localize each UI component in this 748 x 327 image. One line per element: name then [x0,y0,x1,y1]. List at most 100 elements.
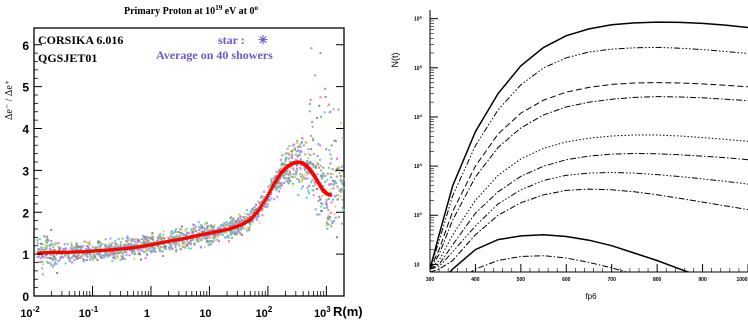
scatter-point [51,265,54,268]
scatter-point [332,179,335,182]
left-average-series [37,160,332,255]
scatter-point [175,227,178,230]
scatter-point [261,199,264,202]
scatter-point [119,243,122,246]
scatter-point [151,245,154,248]
scatter-point [274,186,277,189]
scatter-point [333,182,336,185]
scatter-point [75,248,78,251]
scatter-point [225,220,228,223]
average-point [97,249,101,253]
scatter-point [173,242,176,245]
scatter-point [310,162,313,165]
scatter-point [36,242,39,245]
scatter-point [180,232,183,235]
scatter-point [325,199,328,202]
scatter-point [264,202,267,205]
scatter-point [324,174,327,177]
right-y-tick-label: 106 [414,15,423,23]
scatter-point [317,143,320,146]
scatter-point [109,244,112,247]
scatter-point [340,190,343,193]
scatter-point [67,255,70,258]
scatter-point [201,230,204,233]
scatter-point [242,216,245,219]
scatter-point [277,180,280,183]
scatter-point [303,167,306,170]
scatter-point [280,175,283,178]
scatter-point [172,236,175,239]
scatter-point [137,251,140,254]
right-curve [449,234,691,272]
scatter-point [149,237,152,240]
scatter-point [216,238,219,241]
scatter-point [306,186,309,189]
scatter-point [312,139,315,142]
average-point [261,201,265,205]
scatter-point [183,229,186,232]
scatter-point [63,249,66,252]
scatter-point [334,170,337,173]
scatter-point [161,250,164,253]
scatter-point [283,174,286,177]
scatter-point [288,153,291,156]
scatter-point [82,254,85,257]
scatter-point [287,176,290,179]
scatter-point [174,229,177,232]
average-point [55,250,59,255]
scatter-point [270,183,273,186]
scatter-point [151,233,154,236]
scatter-point [265,201,268,204]
average-point [131,245,136,250]
scatter-point [179,234,182,237]
scatter-point [199,245,202,248]
scatter-point [245,208,248,211]
scatter-point [175,248,178,251]
scatter-point [231,231,234,234]
scatter-point [197,236,200,239]
scatter-point [50,263,53,266]
scatter-point [211,226,214,229]
scatter-point [320,175,323,178]
scatter-point [279,187,282,190]
scatter-point [131,250,134,253]
scatter-point [190,243,193,246]
average-point [127,246,131,250]
scatter-point [186,243,189,246]
scatter-point [270,181,273,184]
scatter-point [165,247,168,250]
scatter-point [142,241,145,244]
scatter-point [111,242,114,245]
scatter-point [70,244,73,247]
scatter-point [87,247,90,250]
scatter-point [230,222,233,225]
scatter-point [103,256,106,259]
scatter-point [116,256,119,259]
scatter-point [138,248,141,251]
scatter-point [333,180,336,183]
scatter-point [56,272,59,275]
scatter-point [103,254,106,257]
right-y-axis-label: N(t) [390,53,400,68]
scatter-point [84,248,87,251]
scatter-point [183,245,186,248]
scatter-point [59,246,62,249]
scatter-point [247,216,250,219]
scatter-point [41,260,44,263]
scatter-point [291,144,294,147]
right-curve [430,188,748,272]
scatter-point [45,241,48,244]
scatter-point [157,245,160,248]
scatter-point [201,236,204,239]
average-point [138,245,142,249]
scatter-point [49,257,52,260]
scatter-point [145,246,148,249]
scatter-point [156,240,159,243]
scatter-point [233,231,236,234]
scatter-point [61,248,64,251]
scatter-point [54,259,57,262]
average-point [110,248,115,252]
scatter-point [177,230,180,233]
scatter-point [40,246,43,249]
average-point [199,233,203,237]
